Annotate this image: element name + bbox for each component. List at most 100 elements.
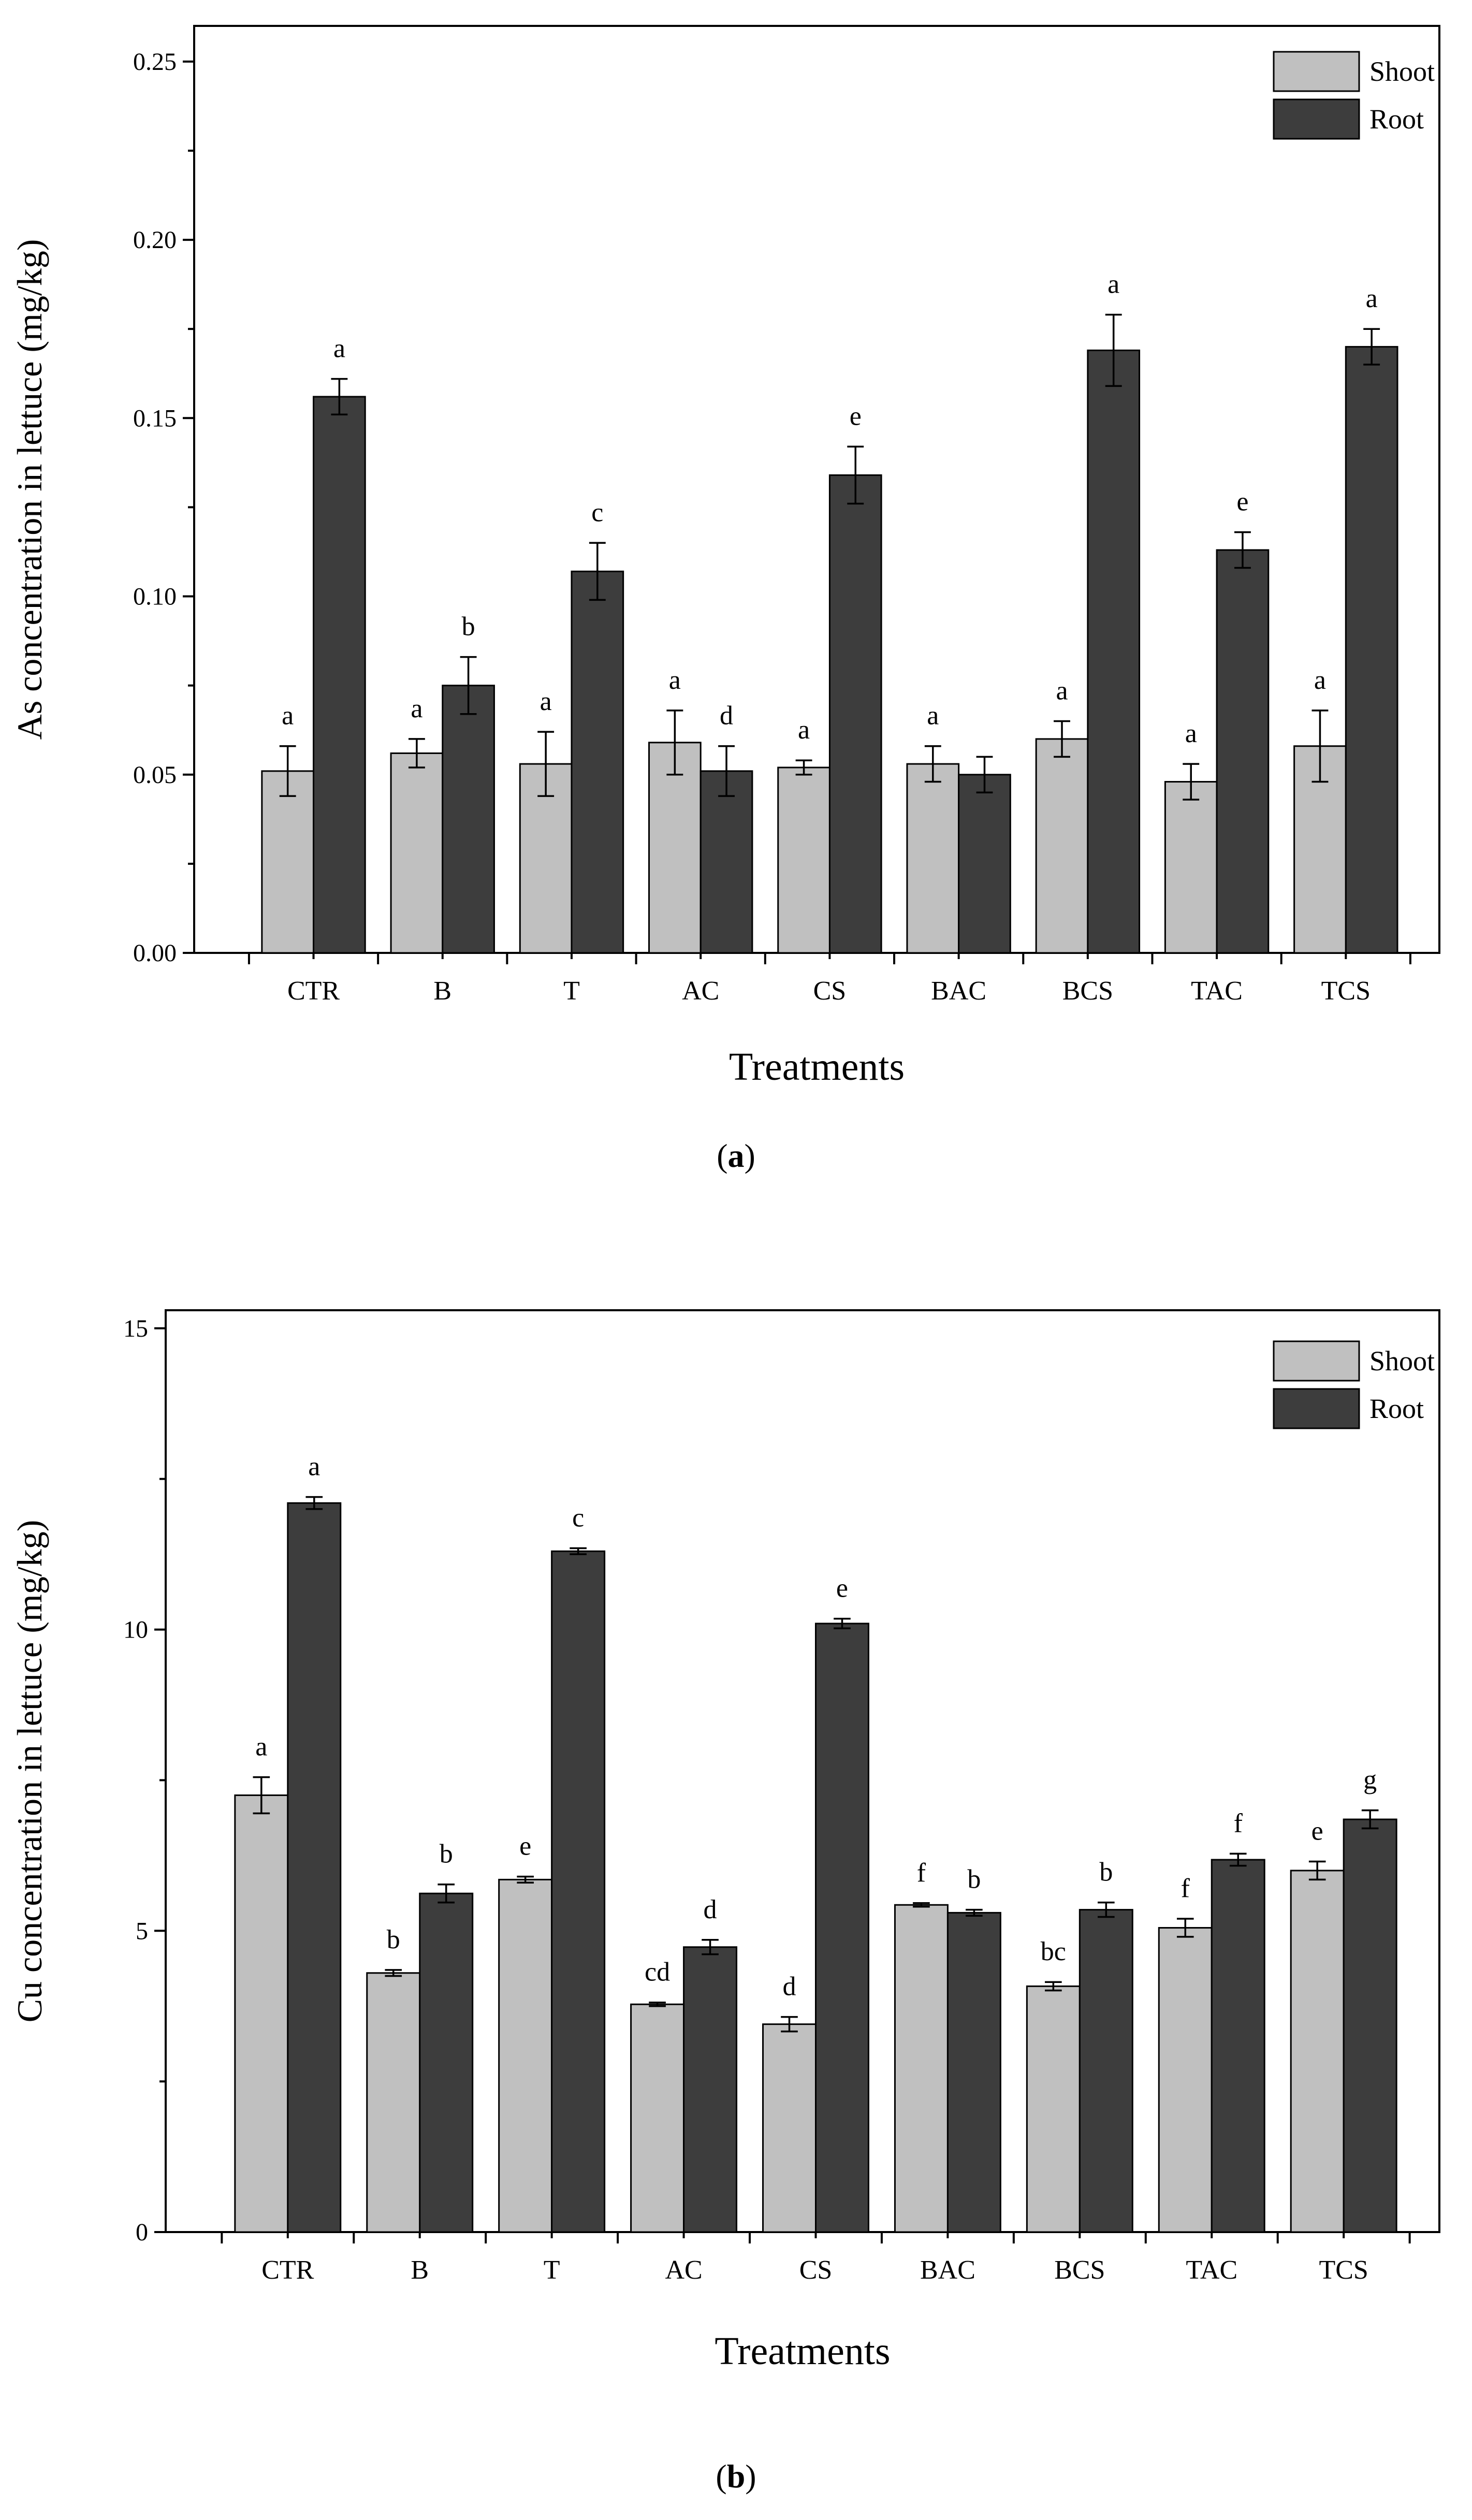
significance-letter: b [1099,1858,1113,1887]
significance-letter: b [462,612,475,642]
significance-letter: d [720,701,733,731]
significance-letter: a [1056,676,1068,706]
significance-letter: c [572,1503,584,1533]
x-tick-label: CTR [287,976,340,1006]
bar-root-bcs [1079,1909,1133,2233]
x-tick-label: TAC [1186,2255,1237,2285]
bar-shoot-tac [1164,781,1218,954]
legend-swatch-shoot [1273,51,1360,92]
y-axis-title: Cu concentration in lettuce (mg/kg) [10,1520,49,2023]
y-tick-label: 10 [123,1616,148,1644]
y-tick-label: 0.10 [133,583,177,611]
legend-label-root: Root [1369,104,1424,135]
x-tick-label: BCS [1062,976,1113,1006]
bar-root-ctr [287,1502,342,2233]
bar-root-tcs [1343,1818,1397,2233]
bar-root-ctr [313,396,366,954]
significance-letter: c [591,498,603,527]
bar-root-bac [958,774,1011,954]
significance-letter: e [836,1574,848,1603]
significance-letter: e [1236,487,1248,517]
x-tick-label: AC [682,976,719,1006]
bar-shoot-b [366,1972,421,2233]
x-tick-label: BCS [1054,2255,1105,2285]
significance-letter: a [798,715,810,745]
significance-letter: cd [645,1958,670,1987]
x-tick-label: T [563,976,580,1006]
significance-letter: b [440,1840,453,1869]
panel-label-a: (a) [717,1137,755,1174]
significance-letter: b [967,1865,981,1894]
y-tick-label: 0.05 [133,761,177,789]
bar-root-bac [946,1911,1001,2233]
y-tick-label: 0.25 [133,48,177,76]
x-axis-title: Treatments [715,2329,890,2373]
x-tick-label: B [411,2255,429,2285]
significance-letter: d [704,1895,717,1924]
significance-letter: d [783,1972,796,2002]
x-tick-label: CS [799,2255,833,2285]
significance-letter: a [282,701,294,731]
bar-shoot-bac [894,1904,949,2233]
legend-label-root: Root [1369,1393,1424,1424]
x-tick-label: TCS [1321,976,1371,1006]
bar-shoot-cs [762,2023,817,2233]
bar-shoot-ctr [261,770,315,954]
bar-shoot-tac [1158,1927,1213,2233]
significance-letter: a [1107,270,1119,299]
panel-label-b: (b) [716,2458,756,2495]
bar-root-cs [828,474,882,954]
bar-shoot-ctr [234,1794,289,2233]
significance-letter: a [669,665,681,695]
significance-letter: e [1311,1817,1323,1846]
y-tick-label: 0.20 [133,226,177,254]
bar-root-cs [814,1623,869,2233]
x-tick-label: CS [813,976,847,1006]
x-tick-label: CTR [261,2255,314,2285]
significance-letter: a [411,694,422,723]
bar-root-ac [683,1946,738,2233]
y-tick-label: 0 [136,2219,148,2246]
legend-label-shoot: Shoot [1369,56,1435,87]
bar-shoot-tcs [1290,1870,1345,2233]
x-tick-label: T [544,2255,560,2285]
legend-label-shoot: Shoot [1369,1345,1435,1377]
significance-letter: a [308,1452,320,1482]
bar-shoot-t [498,1878,553,2233]
bar-root-bcs [1087,350,1141,954]
bar-root-ac [699,770,753,954]
x-tick-label: BAC [931,976,986,1006]
y-tick-label: 0.15 [133,404,177,432]
legend-swatch-root [1273,98,1360,140]
x-tick-label: AC [665,2255,702,2285]
bar-root-b [419,1892,474,2233]
x-tick-label: B [433,976,451,1006]
bar-shoot-bcs [1035,738,1089,954]
y-tick-label: 0.00 [133,939,177,967]
significance-letter: a [255,1732,267,1762]
significance-letter: g [1363,1765,1377,1795]
bar-shoot-ac [648,742,702,954]
bar-root-tcs [1345,346,1398,954]
bar-shoot-bac [906,763,960,954]
x-tick-label: TCS [1319,2255,1368,2285]
x-tick-label: BAC [920,2255,975,2285]
chart-panel-a: 0.00 0.05 0.10 0.15 0.20 0.25 CTR B T AC CS BAC BCS T… [10,25,1440,1089]
significance-letter: bc [1041,1937,1066,1966]
significance-letter: a [927,701,939,731]
bar-root-tac [1216,549,1270,954]
significance-letter: e [850,401,862,431]
significance-letter: f [1181,1874,1190,1903]
bar-shoot-cs [777,766,830,954]
significance-letter: a [333,334,345,364]
y-tick-label: 15 [123,1315,148,1342]
significance-letter: a [1314,665,1326,695]
bar-shoot-ac [630,2003,685,2233]
significance-letter: f [1234,1808,1243,1838]
y-tick-label: 5 [136,1917,148,1945]
bar-root-t [551,1550,606,2233]
y-axis-title: As concentration in lettuce (mg/kg) [10,239,49,740]
significance-letter: a [1366,284,1378,313]
